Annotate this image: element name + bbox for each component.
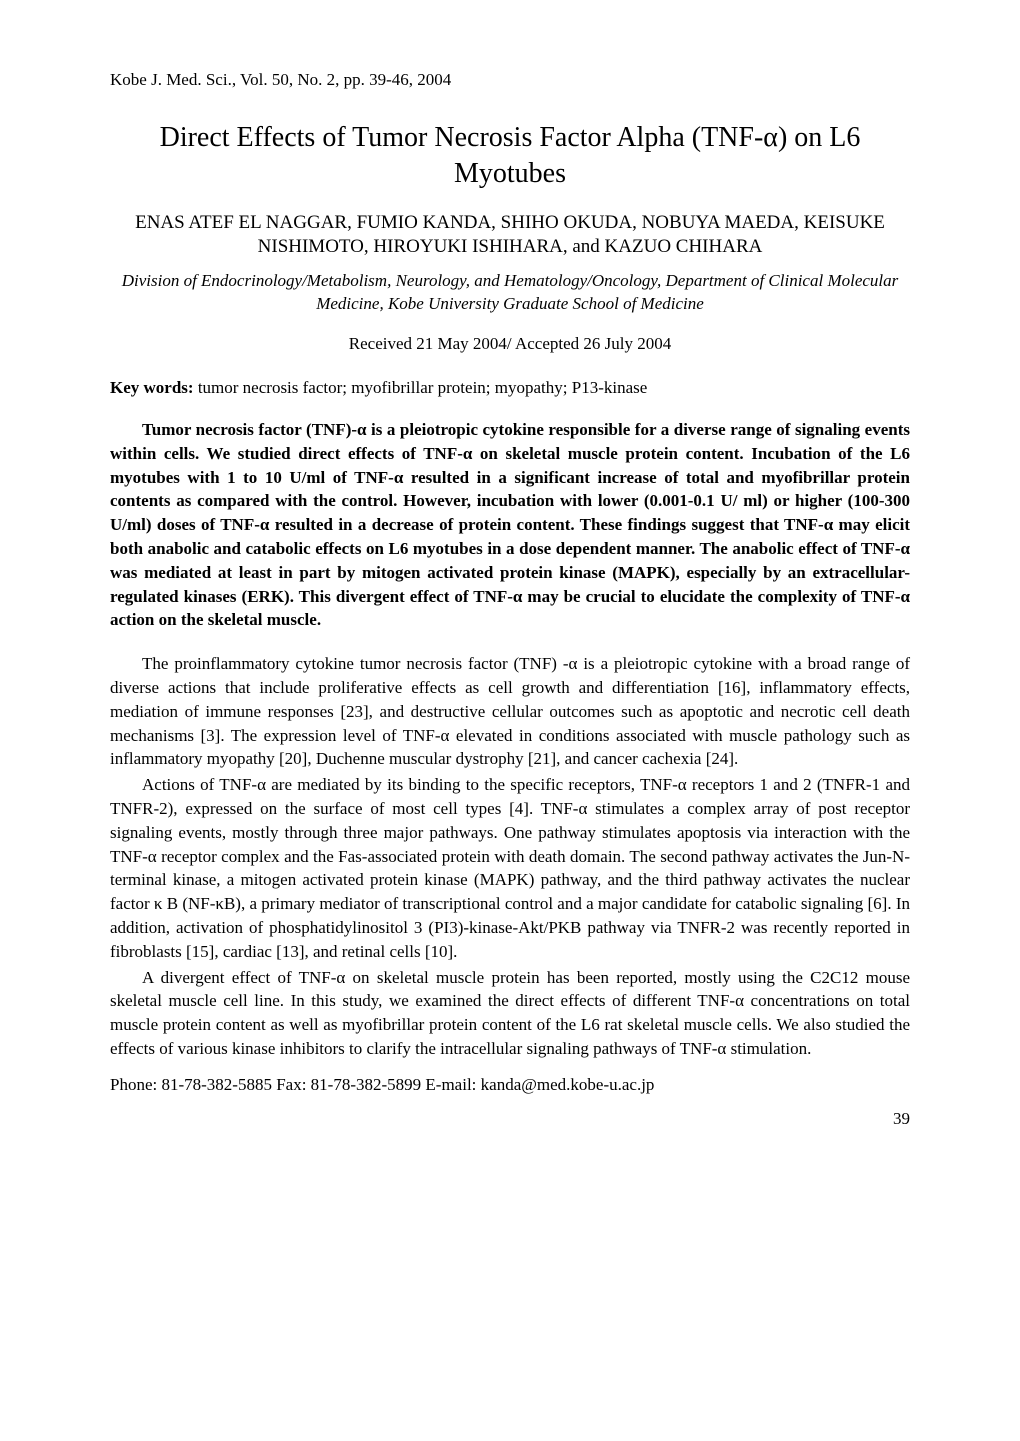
received-dates: Received 21 May 2004/ Accepted 26 July 2… — [110, 334, 910, 354]
page-container: Kobe J. Med. Sci., Vol. 50, No. 2, pp. 3… — [0, 0, 1020, 1179]
body-paragraph-2: Actions of TNF-α are mediated by its bin… — [110, 773, 910, 963]
keywords-line: Key words: tumor necrosis factor; myofib… — [110, 378, 910, 398]
abstract: Tumor necrosis factor (TNF)-α is a pleio… — [110, 418, 910, 632]
body-paragraph-1: The proinflammatory cytokine tumor necro… — [110, 652, 910, 771]
article-title: Direct Effects of Tumor Necrosis Factor … — [110, 120, 910, 193]
authors: ENAS ATEF EL NAGGAR, FUMIO KANDA, SHIHO … — [110, 211, 910, 260]
journal-header: Kobe J. Med. Sci., Vol. 50, No. 2, pp. 3… — [110, 70, 910, 90]
affiliation: Division of Endocrinology/Metabolism, Ne… — [110, 270, 910, 316]
keywords-text: tumor necrosis factor; myofibrillar prot… — [194, 378, 648, 397]
page-number: 39 — [110, 1109, 910, 1129]
keywords-label: Key words: — [110, 378, 194, 397]
body-paragraph-3: A divergent effect of TNF-α on skeletal … — [110, 966, 910, 1061]
contact-info: Phone: 81-78-382-5885 Fax: 81-78-382-589… — [110, 1075, 910, 1095]
